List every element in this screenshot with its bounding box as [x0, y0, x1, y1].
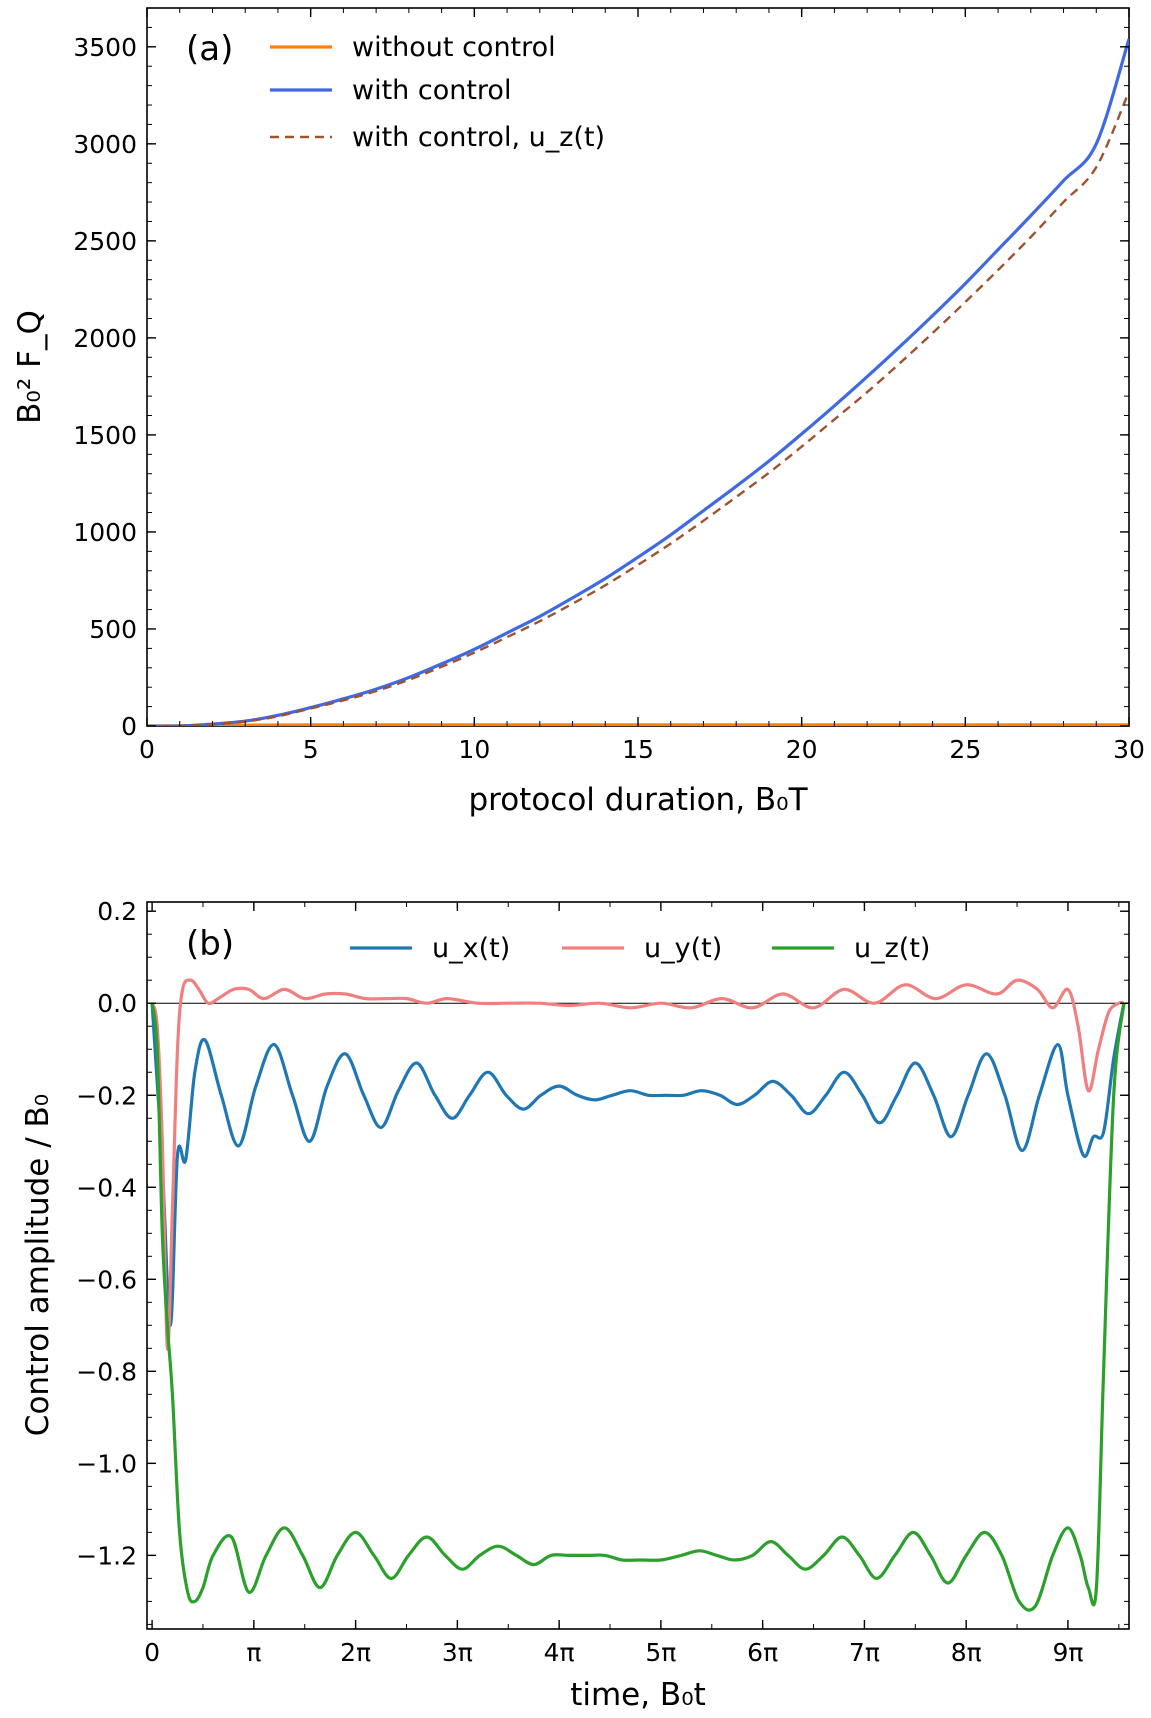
x-tick-label: 6π: [747, 1638, 778, 1667]
x-tick-label: 0: [144, 1638, 160, 1667]
panel-b-frame: [146, 901, 1130, 1630]
x-tick-label: 3π: [442, 1638, 473, 1667]
panel-b-ylabel: Control amplitude / B₀: [20, 1094, 56, 1436]
series-line-2: [147, 90, 1129, 726]
x-tick-label: 8π: [951, 1638, 982, 1667]
y-tick-label: 2000: [73, 324, 137, 353]
y-tick-label: 3500: [73, 33, 137, 62]
legend-label-0: u_x(t): [432, 933, 510, 964]
y-tick-label: 0: [121, 712, 137, 741]
x-tick-label: 7π: [849, 1638, 880, 1667]
y-tick-label: −1.2: [76, 1541, 137, 1570]
y-tick-label: 3000: [73, 130, 137, 159]
panel-a-lines: [147, 38, 1129, 726]
series-line-2: [150, 1002, 1126, 1612]
panel-b-tag: (b): [186, 924, 234, 964]
y-tick-label: −1.0: [76, 1449, 137, 1478]
panel-a-legend: without control with control with control,…: [270, 32, 605, 153]
panel-a-ticks: 0 5 10 15 20 25 30 0 500 1000 1500 2000 2500 3000 3500: [73, 7, 1145, 764]
panel-a-ylabel: B₀² F_Q: [12, 310, 48, 424]
x-tick-label: 20: [786, 735, 818, 764]
x-tick-label: 2π: [340, 1638, 371, 1667]
panel-b-xlabel: time, B₀t: [570, 1677, 706, 1713]
y-tick-label: 0.2: [97, 897, 137, 926]
panel-a: 0 5 10 15 20 25 30 0 500 1000 1500 2000 2500 3000 3500…: [12, 7, 1145, 818]
panel-a-tag: (a): [186, 29, 233, 69]
x-tick-label: 25: [949, 735, 981, 764]
x-tick-label: 9π: [1052, 1638, 1083, 1667]
series-line-0: [150, 1002, 1126, 1327]
panel-b-legend: u_x(t) u_y(t) u_z(t): [350, 933, 930, 964]
panel-b: 0 π 2π 3π 4π 5π 6π 7π 8π 9π 0.2 0.0 −0.2 −0.4 −0.6 −0.8…: [20, 897, 1130, 1713]
x-tick-label: 5: [303, 735, 319, 764]
x-tick-label: 4π: [544, 1638, 575, 1667]
x-tick-label: 0: [139, 735, 155, 764]
panel-a-xlabel: protocol duration, B₀T: [468, 782, 808, 818]
y-tick-label: 1500: [73, 421, 137, 450]
legend-label-2: u_z(t): [854, 933, 930, 964]
panel-b-lines: [150, 978, 1126, 1612]
legend-label-1: u_y(t): [644, 933, 722, 964]
panel-a-frame: [146, 7, 1130, 727]
legend-label-0: without control: [352, 32, 556, 63]
x-tick-label: π: [246, 1638, 261, 1667]
y-tick-label: −0.6: [76, 1265, 137, 1294]
series-line-1: [150, 978, 1125, 1351]
x-tick-label: 5π: [645, 1638, 676, 1667]
y-tick-label: −0.8: [76, 1357, 137, 1386]
y-tick-label: 1000: [73, 518, 137, 547]
x-tick-label: 10: [458, 735, 490, 764]
y-tick-label: −0.2: [76, 1081, 137, 1110]
legend-label-1: with control: [352, 75, 511, 106]
series-line-1: [147, 38, 1129, 726]
x-tick-label: 15: [622, 735, 654, 764]
y-tick-label: −0.4: [76, 1173, 137, 1202]
y-tick-label: 500: [89, 615, 137, 644]
y-tick-label: 0.0: [97, 989, 137, 1018]
y-tick-label: 2500: [73, 227, 137, 256]
legend-label-2: with control, u_z(t): [352, 122, 605, 153]
x-tick-label: 30: [1113, 735, 1145, 764]
panel-b-ticks: 0 π 2π 3π 4π 5π 6π 7π 8π 9π 0.2 0.0 −0.2 −0.4 −0.6 −0.8…: [76, 897, 1129, 1667]
